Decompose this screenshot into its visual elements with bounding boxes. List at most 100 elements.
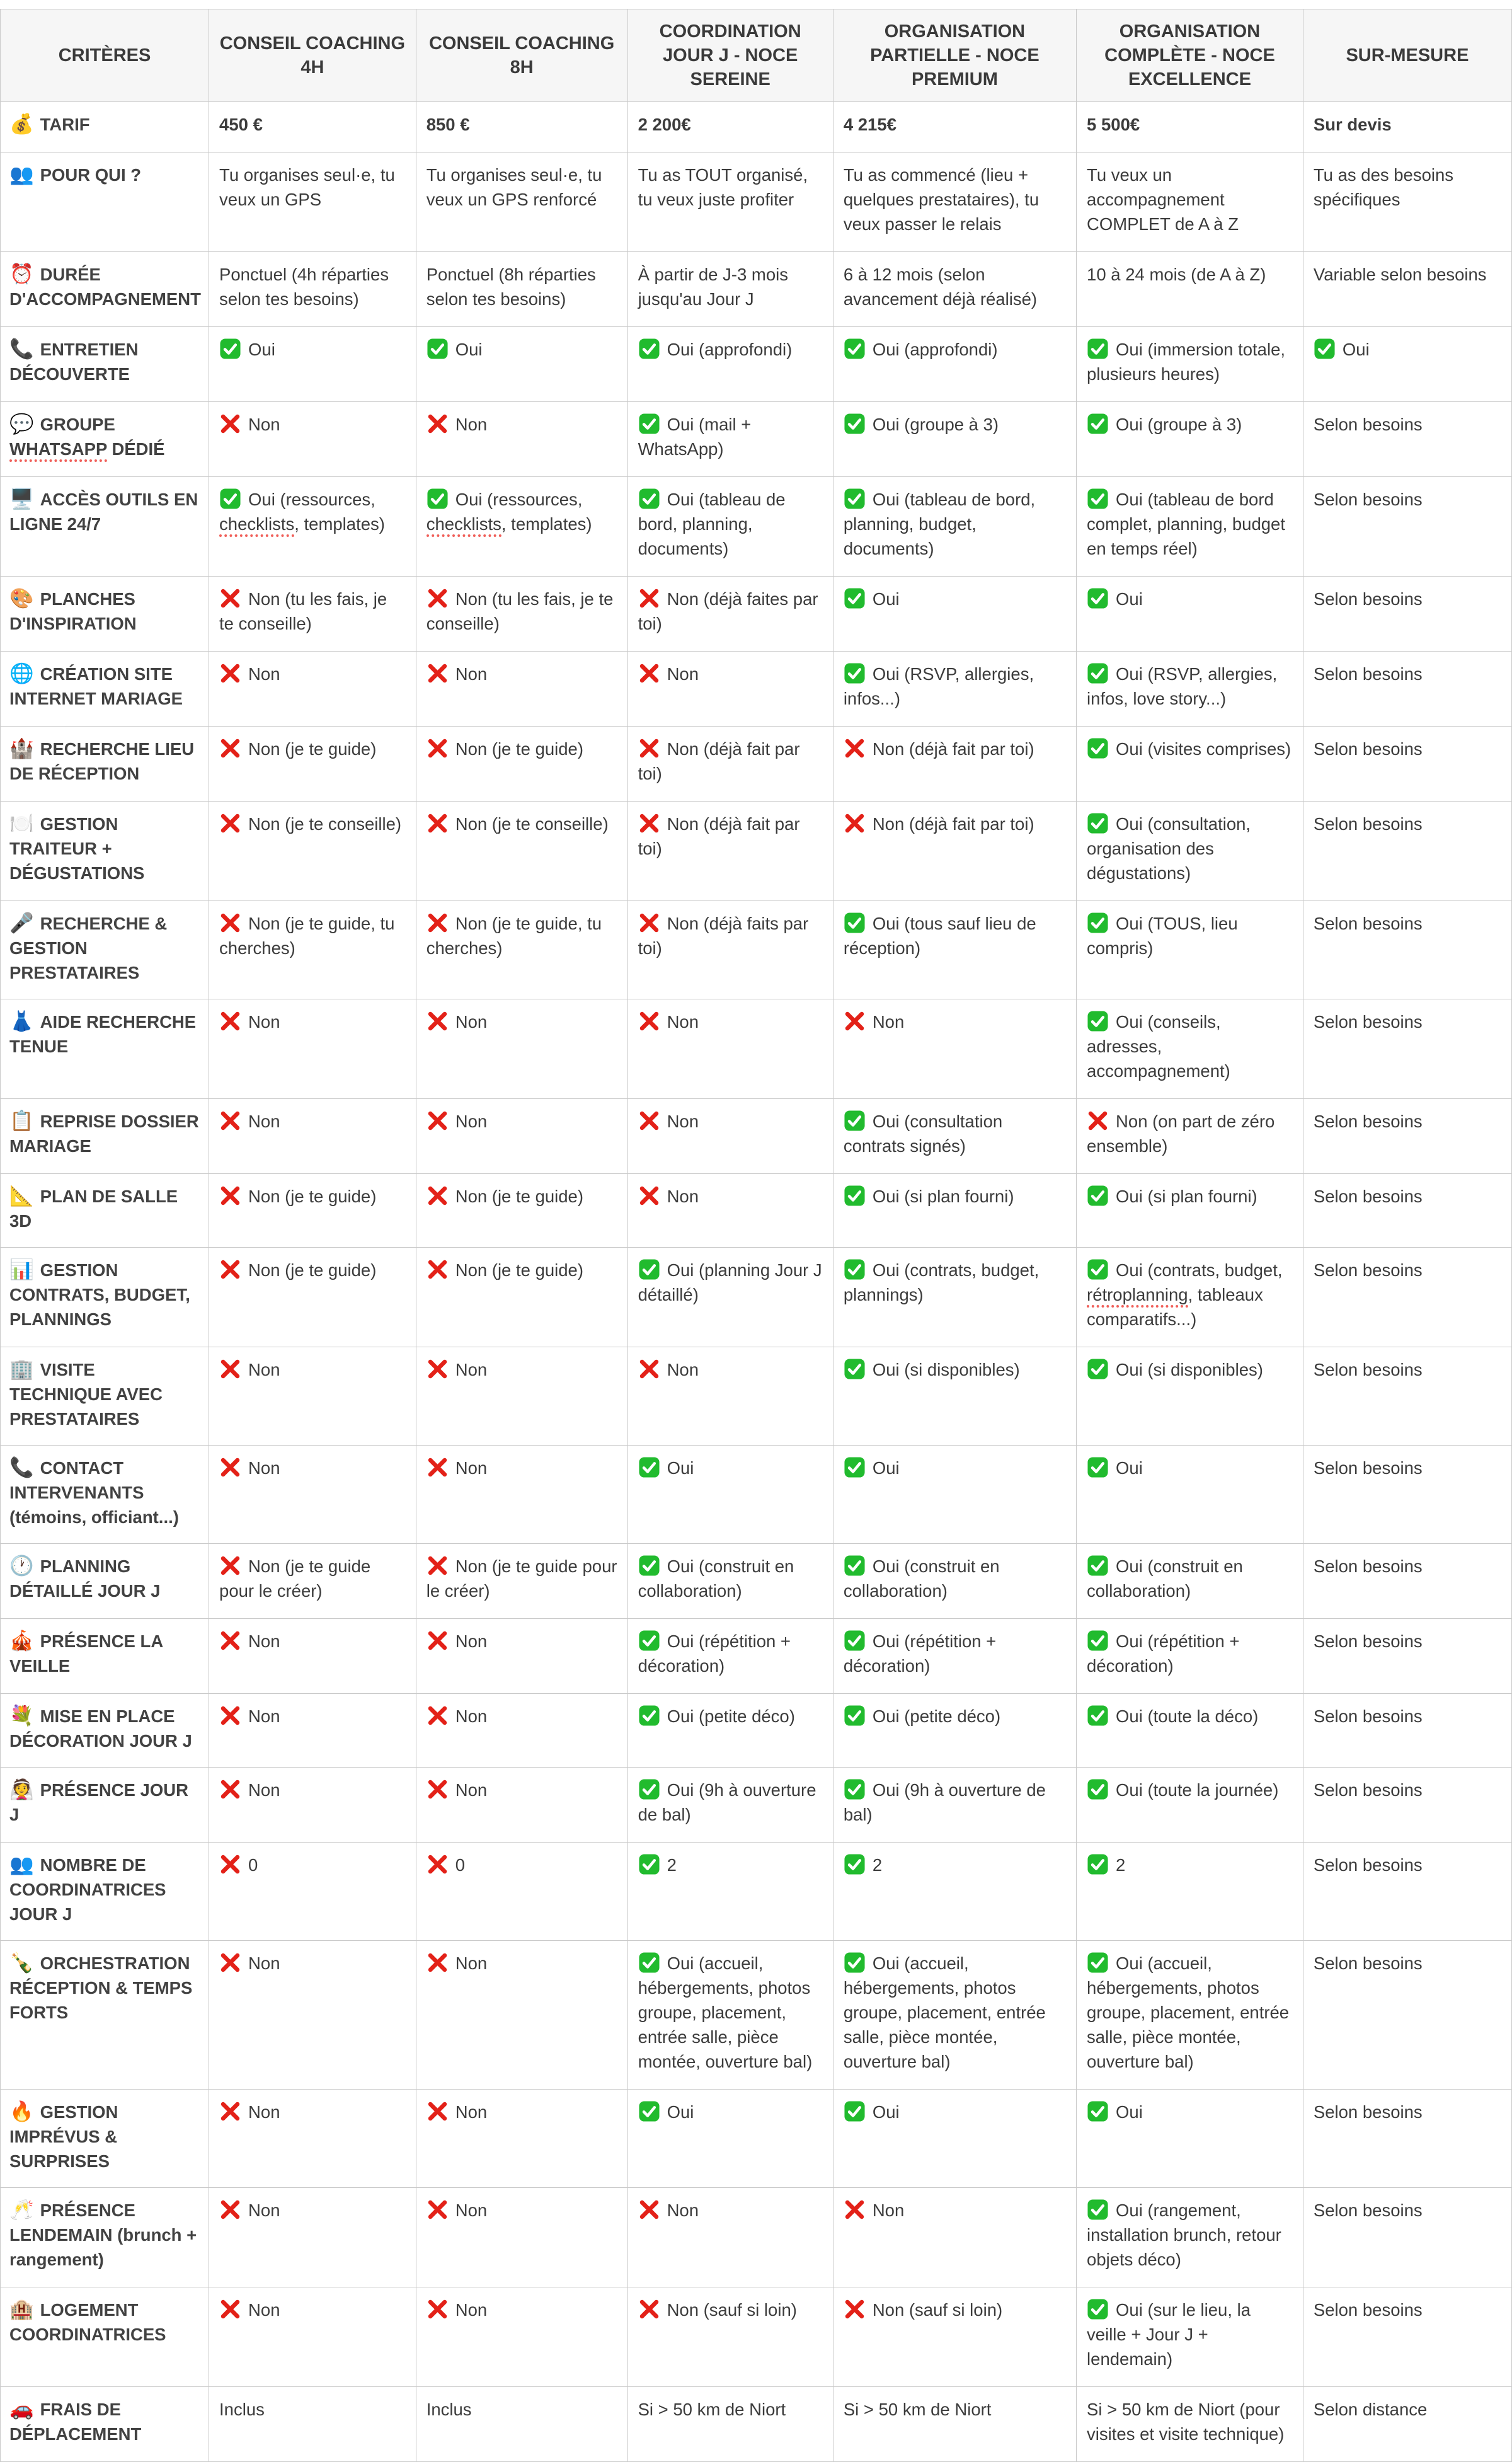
value-cell: Oui (groupe à 3) <box>832 401 1077 477</box>
value-cell: Non <box>209 2287 416 2387</box>
criteria-label: AIDE RECHERCHE TENUE <box>9 1012 197 1056</box>
cell-text: Oui (mail + WhatsApp) <box>638 415 752 459</box>
cell-text: Oui (construit en collaboration) <box>843 1556 1000 1601</box>
bar-chart-icon: 📊 <box>9 1258 34 1281</box>
cell-text: Selon besoins <box>1313 664 1423 684</box>
cell-text: Non <box>248 1112 280 1131</box>
table-row: 🍽️ GESTION TRAITEUR + DÉGUSTATIONS Non (je… <box>0 801 1512 901</box>
car-icon: 🚗 <box>9 2398 34 2420</box>
value-cell: 850 € <box>415 101 628 152</box>
cell-text: Non <box>248 1780 280 1800</box>
value-cell: Oui (si plan fourni) <box>1076 1173 1303 1248</box>
check-icon <box>1087 413 1109 435</box>
cell-text: 10 à 24 mois (de A à Z) <box>1087 265 1266 284</box>
value-cell: Oui (petite déco) <box>627 1693 833 1768</box>
check-icon <box>1087 1555 1109 1577</box>
cross-icon <box>638 587 660 609</box>
value-cell: Non <box>627 1098 833 1174</box>
cross-icon <box>427 1110 449 1132</box>
check-icon <box>844 587 866 609</box>
cell-text: Non <box>248 2102 280 2122</box>
cell-text: 450 € <box>219 115 263 134</box>
cross-icon <box>638 737 660 759</box>
cell-text: Oui (groupe à 3) <box>872 415 999 434</box>
cell-text: Oui <box>1116 589 1143 609</box>
cross-icon <box>638 1110 660 1132</box>
value-cell: Non (tu les fais, je te conseille) <box>209 576 416 652</box>
cell-text: Oui (TOUS, lieu compris) <box>1087 914 1238 958</box>
cross-icon <box>427 1853 449 1875</box>
cell-text: Oui (petite déco) <box>872 1706 1001 1726</box>
criteria-cell: ⏰ DURÉE D'ACCOMPAGNEMENT <box>0 251 210 327</box>
cell-text: Inclus <box>426 2400 472 2419</box>
table-row: 💐 MISE EN PLACE DÉCORATION JOUR J Non Non Ou… <box>0 1693 1512 1768</box>
cross-icon <box>638 812 660 834</box>
cell-text: Non <box>455 2300 488 2320</box>
criteria-cell: 💰 TARIF <box>0 101 210 152</box>
value-cell: Non (je te guide, tu cherches) <box>209 900 416 999</box>
value-cell: Ponctuel (4h réparties selon tes besoins… <box>209 251 416 327</box>
value-cell: Non (je te conseille) <box>209 801 416 901</box>
criteria-label: VISITE TECHNIQUE AVEC PRESTATAIRES <box>9 1360 163 1429</box>
value-cell: Tu veux un accompagnement COMPLET de A à… <box>1076 152 1303 252</box>
value-cell: Oui <box>1076 576 1303 652</box>
cell-text: Oui (toute la déco) <box>1116 1706 1259 1726</box>
cell-text: Non (je te guide) <box>455 739 584 759</box>
check-icon <box>219 488 241 510</box>
criteria-cell: 🎪 PRÉSENCE LA VEILLE <box>0 1618 210 1694</box>
criteria-cell: 📞 CONTACT INTERVENANTS (témoins, offician… <box>0 1445 210 1544</box>
cross-icon <box>219 1456 241 1478</box>
value-cell: Selon besoins <box>1302 1247 1512 1347</box>
people-icon: 👥 <box>9 163 34 186</box>
check-icon <box>638 1853 660 1875</box>
value-cell: Selon besoins <box>1302 1543 1512 1619</box>
value-cell: Non (je te guide) <box>415 1173 628 1248</box>
cross-icon <box>219 2100 241 2122</box>
cell-text: Oui (contrats, budget, rétroplanning, ta… <box>1087 1260 1283 1329</box>
value-cell: Non (je te conseille) <box>415 801 628 901</box>
criteria-label: PRÉSENCE LENDEMAIN (brunch + rangement) <box>9 2200 197 2269</box>
cell-text: Selon besoins <box>1313 2200 1423 2220</box>
check-icon <box>1087 1952 1109 1974</box>
value-cell: Oui (9h à ouverture de bal) <box>627 1767 833 1843</box>
cell-text: Non (je te guide) <box>455 1260 584 1280</box>
value-cell: Si > 50 km de Niort <box>627 2386 833 2462</box>
cross-icon <box>638 912 660 934</box>
table-row: 💬 GROUPE WHATSAPP DÉDIÉ Non Non Oui (mail + … <box>0 401 1512 477</box>
value-cell: Non (déjà fait par toi) <box>832 801 1077 901</box>
table-row: 💰 TARIF 450 € 850 € 2 200€ 4 215€ 5 500€ Sur de… <box>0 101 1512 152</box>
column-header-criteres: CRITÈRES <box>0 9 210 102</box>
check-icon <box>1087 488 1109 510</box>
criteria-label: PRÉSENCE JOUR J <box>9 1780 188 1824</box>
table-row: 🕐 PLANNING DÉTAILLÉ JOUR J Non (je te guid… <box>0 1543 1512 1619</box>
cross-icon <box>427 1456 449 1478</box>
table-row: 🏢 VISITE TECHNIQUE AVEC PRESTATAIRES Non No… <box>0 1347 1512 1446</box>
spellcheck-underline: checklists <box>219 514 295 537</box>
value-cell: Oui <box>832 2089 1077 2188</box>
cell-text: Oui (planning Jour J détaillé) <box>638 1260 822 1304</box>
people-icon: 👥 <box>9 1853 34 1876</box>
cell-text: Selon besoins <box>1313 1631 1423 1651</box>
value-cell: Non <box>415 651 628 727</box>
cell-text: Oui (ressources, checklists, templates) <box>426 490 592 537</box>
criteria-cell: 🍽️ GESTION TRAITEUR + DÉGUSTATIONS <box>0 801 210 901</box>
value-cell: Non (déjà fait par toi) <box>832 726 1077 802</box>
value-cell: Non <box>415 1445 628 1544</box>
value-cell: Oui (toute la déco) <box>1076 1693 1303 1768</box>
value-cell: Oui (immersion totale, plusieurs heures) <box>1076 326 1303 402</box>
value-cell: Selon besoins <box>1302 1347 1512 1446</box>
cross-icon <box>427 912 449 934</box>
cell-text: Oui (RSVP, allergies, infos, love story.… <box>1087 664 1278 708</box>
cell-text: Non <box>248 2300 280 2320</box>
value-cell: Oui (contrats, budget, rétroplanning, ta… <box>1076 1247 1303 1347</box>
cross-icon <box>219 1555 241 1577</box>
cross-icon <box>427 2298 449 2320</box>
cell-text: Oui <box>1116 2102 1143 2122</box>
cell-text: Tu as TOUT organisé, tu veux juste profi… <box>638 165 808 209</box>
value-cell: Non (je te guide) <box>209 1173 416 1248</box>
check-icon <box>219 338 241 360</box>
cell-text: Non <box>455 1458 488 1478</box>
check-icon <box>1087 587 1109 609</box>
value-cell: Non <box>209 1693 416 1768</box>
value-cell: 5 500€ <box>1076 101 1303 152</box>
